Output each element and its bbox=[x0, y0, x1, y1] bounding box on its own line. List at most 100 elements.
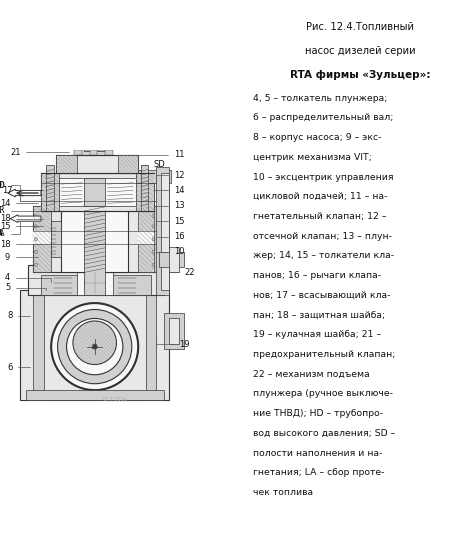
Text: цикловой подачей; 11 – на-: цикловой подачей; 11 – на- bbox=[253, 192, 388, 201]
Text: ZR: ZR bbox=[0, 206, 41, 215]
Circle shape bbox=[73, 321, 117, 365]
Circle shape bbox=[34, 263, 37, 266]
Circle shape bbox=[163, 260, 168, 265]
Circle shape bbox=[84, 273, 105, 293]
Text: 6: 6 bbox=[8, 362, 30, 372]
Bar bbox=[138, 206, 156, 273]
FancyBboxPatch shape bbox=[74, 149, 82, 155]
Text: 5: 5 bbox=[5, 283, 46, 292]
Circle shape bbox=[163, 214, 168, 219]
Text: 18: 18 bbox=[0, 240, 43, 249]
Text: 19: 19 bbox=[156, 339, 190, 349]
Text: SD: SD bbox=[141, 160, 165, 169]
Text: LA: LA bbox=[0, 229, 2, 239]
FancyBboxPatch shape bbox=[51, 221, 62, 257]
FancyBboxPatch shape bbox=[20, 190, 41, 201]
Text: 8 – корпус насоса; 9 – экс-: 8 – корпус насоса; 9 – экс- bbox=[253, 133, 382, 142]
Text: 16: 16 bbox=[157, 232, 185, 241]
Circle shape bbox=[152, 225, 155, 228]
FancyBboxPatch shape bbox=[169, 247, 179, 273]
Circle shape bbox=[51, 303, 138, 390]
FancyBboxPatch shape bbox=[105, 149, 113, 155]
Circle shape bbox=[92, 344, 97, 349]
FancyBboxPatch shape bbox=[136, 170, 172, 183]
Circle shape bbox=[152, 263, 155, 266]
Text: HD: HD bbox=[0, 181, 2, 190]
Circle shape bbox=[66, 319, 123, 375]
Text: вод высокого давления; SD –: вод высокого давления; SD – bbox=[253, 429, 396, 438]
FancyArrow shape bbox=[8, 189, 41, 197]
FancyBboxPatch shape bbox=[56, 155, 138, 173]
FancyBboxPatch shape bbox=[77, 265, 113, 295]
Bar bbox=[118, 155, 138, 173]
Text: ние ТНВД); HD – трубопро-: ние ТНВД); HD – трубопро- bbox=[253, 409, 383, 418]
Text: HD: HD bbox=[0, 181, 5, 190]
FancyBboxPatch shape bbox=[141, 165, 148, 211]
FancyBboxPatch shape bbox=[161, 211, 166, 268]
FancyBboxPatch shape bbox=[41, 173, 154, 211]
Text: Рис. 12.4.Топливный: Рис. 12.4.Топливный bbox=[306, 22, 414, 32]
FancyBboxPatch shape bbox=[159, 252, 184, 268]
FancyBboxPatch shape bbox=[84, 178, 105, 206]
FancyBboxPatch shape bbox=[59, 178, 136, 206]
Text: 21: 21 bbox=[10, 148, 69, 157]
Text: 12: 12 bbox=[156, 170, 184, 180]
Text: 8: 8 bbox=[8, 311, 30, 320]
Circle shape bbox=[34, 215, 37, 218]
Text: 15: 15 bbox=[156, 216, 184, 226]
Text: 10: 10 bbox=[156, 248, 184, 256]
FancyBboxPatch shape bbox=[138, 231, 156, 244]
FancyBboxPatch shape bbox=[84, 203, 105, 295]
Circle shape bbox=[34, 250, 37, 254]
Text: 17: 17 bbox=[2, 186, 43, 195]
Text: 14: 14 bbox=[156, 186, 184, 195]
FancyBboxPatch shape bbox=[26, 390, 164, 400]
FancyBboxPatch shape bbox=[33, 231, 51, 244]
FancyBboxPatch shape bbox=[154, 190, 169, 201]
Circle shape bbox=[152, 250, 155, 254]
Text: 15: 15 bbox=[0, 222, 43, 231]
Text: полости наполнения и на-: полости наполнения и на- bbox=[253, 448, 383, 457]
Bar bbox=[33, 206, 51, 273]
FancyBboxPatch shape bbox=[46, 165, 54, 211]
Circle shape bbox=[34, 238, 37, 241]
Text: 4, 5 – толкатель плунжера;: 4, 5 – толкатель плунжера; bbox=[253, 94, 388, 103]
Text: 4: 4 bbox=[5, 273, 51, 282]
FancyBboxPatch shape bbox=[164, 314, 184, 349]
FancyBboxPatch shape bbox=[20, 290, 169, 400]
Text: панов; 16 – рычаги клапа-: панов; 16 – рычаги клапа- bbox=[253, 271, 382, 280]
FancyBboxPatch shape bbox=[90, 149, 97, 155]
FancyBboxPatch shape bbox=[62, 206, 128, 273]
Circle shape bbox=[88, 276, 101, 289]
Circle shape bbox=[163, 229, 168, 234]
Text: LA: LA bbox=[0, 221, 20, 239]
FancyBboxPatch shape bbox=[28, 265, 164, 295]
Text: 13: 13 bbox=[156, 201, 185, 210]
Text: предохранительный клапан;: предохранительный клапан; bbox=[253, 350, 396, 359]
Text: 22: 22 bbox=[169, 268, 195, 277]
Text: 9: 9 bbox=[5, 253, 38, 261]
FancyBboxPatch shape bbox=[169, 319, 179, 344]
Text: нов; 17 – всасывающий кла-: нов; 17 – всасывающий кла- bbox=[253, 291, 391, 300]
Circle shape bbox=[152, 238, 155, 241]
Circle shape bbox=[152, 215, 155, 218]
FancyBboxPatch shape bbox=[41, 275, 151, 295]
Text: 10 – эксцентрик управления: 10 – эксцентрик управления bbox=[253, 173, 394, 181]
Bar bbox=[136, 173, 154, 211]
Text: гнетания; LA – сбор проте-: гнетания; LA – сбор проте- bbox=[253, 468, 385, 477]
FancyBboxPatch shape bbox=[146, 290, 156, 400]
Bar bbox=[41, 173, 59, 211]
Text: ZR: ZR bbox=[0, 206, 2, 215]
Text: 6 – распределительный вал;: 6 – распределительный вал; bbox=[253, 113, 394, 123]
Circle shape bbox=[58, 310, 132, 384]
FancyBboxPatch shape bbox=[33, 290, 44, 400]
Text: насос дизелей серии: насос дизелей серии bbox=[305, 46, 416, 56]
Text: 14: 14 bbox=[0, 199, 38, 208]
Text: 11: 11 bbox=[138, 150, 184, 159]
Text: 22 – механизм подъема: 22 – механизм подъема bbox=[253, 370, 370, 379]
Text: RTA фирмы «Зульцер»:: RTA фирмы «Зульцер»: bbox=[290, 70, 430, 80]
Text: 07.7.115a: 07.7.115a bbox=[103, 397, 128, 402]
Text: 18: 18 bbox=[0, 214, 43, 223]
Text: гнетательный клапан; 12 –: гнетательный клапан; 12 – bbox=[253, 212, 387, 221]
FancyArrow shape bbox=[10, 215, 41, 223]
